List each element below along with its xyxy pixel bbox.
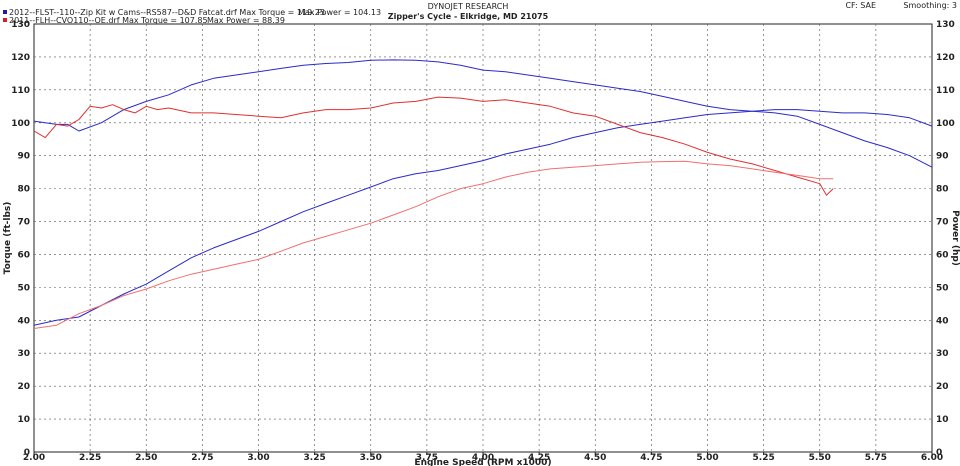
- x-tick-label: 4.75: [640, 453, 662, 463]
- y-tick-label-left: 50: [17, 283, 30, 293]
- y-tick-label-left: 130: [11, 20, 30, 30]
- y-tick-label-right: 60: [936, 250, 949, 260]
- x-tick-label: 3.50: [360, 453, 382, 463]
- y-tick-label-right: 90: [936, 152, 949, 162]
- smoothing-label: Smoothing: 3: [903, 1, 957, 10]
- y-tick-label-right: 50: [936, 283, 949, 293]
- y-tick-label-left: 40: [17, 316, 30, 326]
- series-group: [33, 59, 933, 329]
- x-tick-label: 2.50: [135, 453, 157, 463]
- x-tick-label: 5.75: [865, 453, 887, 463]
- y-tick-label-left: 20: [17, 382, 30, 392]
- y-tick-label-right: 0: [936, 448, 942, 458]
- y-tick-label-left: 0: [24, 448, 30, 458]
- x-tick-label: 5.50: [809, 453, 831, 463]
- x-tick-label: 4.50: [584, 453, 606, 463]
- plot-area: [33, 23, 933, 453]
- y-tick-label-left: 80: [17, 185, 30, 195]
- y-tick-label-right: 10: [936, 415, 949, 425]
- chart-title: DYNOJET RESEARCH: [428, 2, 509, 11]
- x-tick-label: 5.00: [696, 453, 718, 463]
- y-tick-label-left: 70: [17, 218, 30, 228]
- y-tick-label-right: 20: [936, 382, 949, 392]
- y-tick-label-left: 120: [11, 53, 30, 63]
- y-axis-right-title: Power (hp): [950, 210, 960, 266]
- y-tick-label-left: 90: [17, 152, 30, 162]
- x-axis-title: Engine Speed (RPM x1000): [414, 458, 551, 466]
- series-line-3-torque: [33, 96, 834, 196]
- y-axis-right: 0 10 20 30 40 50 60 70 80 90 100 110 120 130: [936, 20, 955, 458]
- y-tick-label-right: 80: [936, 185, 949, 195]
- legend: 2012--FLST--110--Zip Kit w Cams--RS587--…: [3, 8, 381, 25]
- legend-entry-1: 2012--FLST--110--Zip Kit w Cams--RS587--…: [9, 8, 325, 17]
- y-tick-label-left: 60: [17, 250, 30, 260]
- y-axis-left-title: Torque (ft-lbs): [3, 202, 13, 275]
- chart-subtitle: Zipper's Cycle - Elkridge, MD 21075: [388, 12, 549, 21]
- y-tick-label-right: 40: [936, 316, 949, 326]
- y-tick-label-right: 110: [936, 86, 955, 96]
- y-tick-label-left: 100: [11, 119, 30, 129]
- x-tick-label: 2.25: [79, 453, 101, 463]
- grid: [34, 24, 932, 452]
- x-tick-label: 3.25: [304, 453, 326, 463]
- cf-label: CF: SAE: [845, 1, 876, 10]
- y-tick-label-left: 30: [17, 349, 30, 359]
- y-tick-label-right: 100: [936, 119, 955, 129]
- y-tick-label-right: 70: [936, 218, 949, 228]
- x-tick-label: 4.00: [472, 453, 494, 463]
- legend-swatch-1: [3, 10, 7, 14]
- legend-entry-2-power: Max Power = 88.39: [207, 16, 285, 25]
- x-tick-label: 3.00: [247, 453, 269, 463]
- series-line-1-torque: [33, 59, 933, 168]
- x-tick-label: 6.00: [921, 453, 943, 463]
- legend-entry-1-power: Max Power = 104.13: [298, 8, 381, 17]
- legend-entry-2: 2011--FLH--CVO110--OE.drf Max Torque = 1…: [9, 16, 208, 25]
- series-line-2-power: [33, 109, 933, 326]
- x-tick-label: 3.75: [416, 453, 438, 463]
- y-tick-label-left: 10: [17, 415, 30, 425]
- x-tick-label: 2.00: [23, 453, 45, 463]
- x-tick-label: 4.25: [528, 453, 550, 463]
- y-tick-label-right: 130: [936, 20, 955, 30]
- y-tick-label-right: 30: [936, 349, 949, 359]
- series-line-4-power: [33, 160, 834, 329]
- x-tick-label: 2.75: [191, 453, 213, 463]
- y-axis-left: 0 10 20 30 40 50 60 70 80 90 100 110 120 130: [11, 20, 30, 458]
- legend-swatch-2: [3, 18, 7, 22]
- y-tick-label-right: 120: [936, 53, 955, 63]
- x-tick-label: 5.25: [753, 453, 775, 463]
- x-axis: 2.00 2.25 2.50 2.75 3.00 3.25 3.50 3.75 4.00 4.25…: [23, 452, 943, 463]
- y-tick-label-left: 110: [11, 86, 30, 96]
